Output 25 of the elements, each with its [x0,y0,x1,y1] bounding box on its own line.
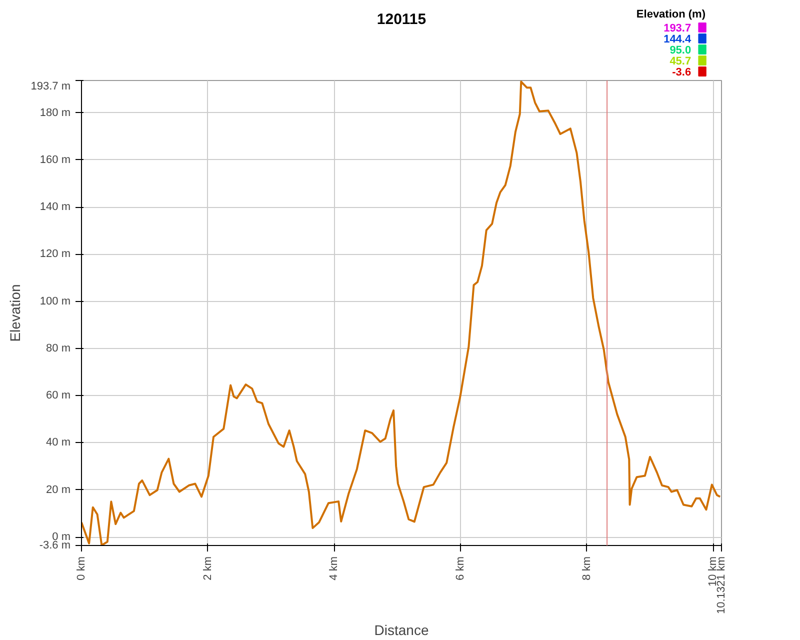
x-tick-label: 6 km [454,556,466,580]
y-tick-label: -3.6 m [39,540,71,552]
color-bar-label: 144.4 [664,33,692,46]
color-bar-label: 95.0 [670,44,692,57]
y-tick-label: 80 m [46,342,71,354]
y-tick-label: 40 m [46,436,71,449]
y-tick-label: 160 m [40,154,71,166]
y-tick-label: 180 m [40,106,71,119]
y-tick-label: 140 m [40,201,71,214]
y-tick-label: 120 m [40,248,71,260]
y-tick-label: 60 m [46,390,71,402]
x-tick-label: 8 km [580,556,593,580]
x-axis-title: Distance [374,622,429,638]
y-axis-title: Elevation [6,284,23,342]
color-bar-title: Elevation (m) [636,8,706,20]
y-tick-label: 100 m [40,295,71,308]
chart-title: 120115 [376,11,426,28]
x-tick-label: 0 km [76,556,88,580]
color-bar-label: 45.7 [670,56,692,68]
color-bar-label: -3.6 [672,66,692,78]
x-tick-label: 2 km [202,556,214,580]
x-tick-label: 4 km [328,556,340,580]
color-bar-label: 193.7 [664,22,692,34]
y-tick-label: 193.7 m [30,80,71,92]
y-tick-label: 20 m [46,484,71,496]
